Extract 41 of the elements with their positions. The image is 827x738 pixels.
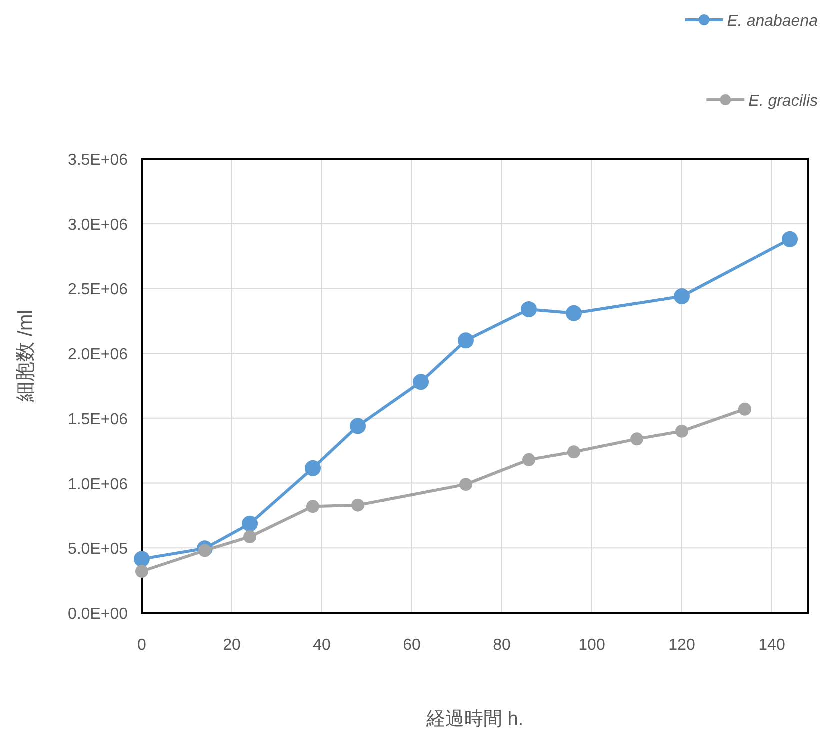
y-tick-label: 2.0E+06 [68, 346, 128, 364]
point [306, 500, 320, 514]
x-tick-label: 60 [403, 637, 421, 654]
x-tick-label: 80 [493, 637, 511, 654]
point [350, 418, 366, 434]
point [242, 516, 258, 532]
point [566, 305, 582, 322]
x-tick-label: 0 [138, 637, 147, 654]
x-tick-label: 120 [668, 637, 696, 654]
point [198, 544, 212, 558]
x-tick-label: 100 [578, 637, 606, 654]
point [413, 374, 429, 390]
x-axis-title: 経過時間 h. [425, 709, 524, 730]
point [676, 424, 688, 438]
point [136, 564, 148, 578]
y-tick-label: 3.0E+06 [68, 216, 128, 234]
point [521, 301, 537, 318]
y-tick-label: 1.0E+06 [68, 476, 128, 494]
x-tick-label: 20 [223, 637, 241, 654]
point [630, 432, 644, 446]
x-tick-label: 140 [758, 637, 786, 654]
y-axis-title: 細胞数 /ml [15, 310, 37, 404]
point [305, 460, 321, 476]
point [244, 530, 256, 544]
point [352, 498, 364, 512]
point [738, 402, 752, 416]
y-tick-label: 3.5E+06 [68, 152, 128, 169]
y-tick-label: 1.5E+06 [68, 411, 128, 428]
y-tick-label: 2.5E+06 [68, 282, 128, 299]
point [134, 551, 150, 568]
point [458, 332, 474, 349]
y-tick-label: 0.0E+00 [68, 606, 128, 623]
point [674, 288, 690, 304]
legend-label: E. gracilis [748, 93, 818, 110]
y-tick-label: 5.0E+05 [68, 541, 128, 558]
point [460, 478, 472, 492]
point [522, 453, 536, 466]
point [782, 231, 798, 248]
point [568, 446, 580, 459]
legend-label: E. anabaena [727, 13, 818, 30]
x-tick-label: 40 [313, 637, 331, 654]
